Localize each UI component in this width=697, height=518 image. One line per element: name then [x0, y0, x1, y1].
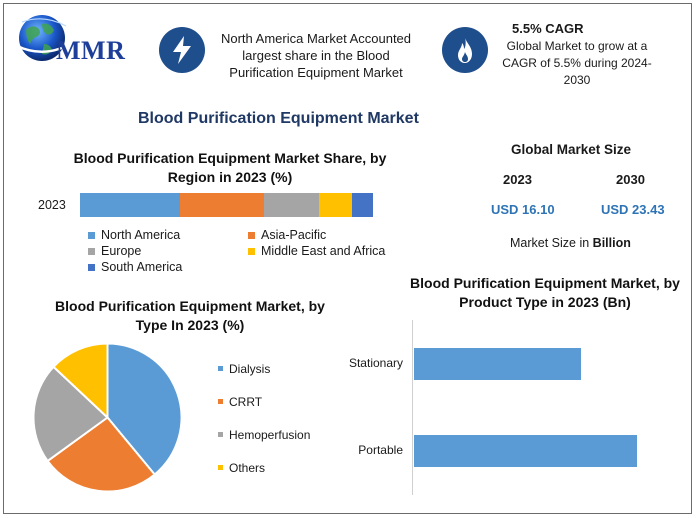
- pie-slice-hemoperfusion: [32, 365, 110, 463]
- type-chart-title: Blood Purification Equipment Market, by …: [55, 298, 325, 333]
- outer-frame: [3, 3, 692, 514]
- legend-label: Middle East and Africa: [261, 244, 386, 258]
- region-category-label: 2023: [38, 198, 66, 212]
- cagr-title: 5.5% CAGR: [512, 21, 584, 36]
- legend-label: Others: [229, 460, 266, 475]
- type-legend: Dialysis CRRT Hemoperfusion Others: [218, 352, 338, 484]
- legend-item-crrt: CRRT: [218, 385, 338, 418]
- flame-icon: [458, 37, 472, 63]
- lightning-icon: [173, 36, 191, 64]
- legend-swatch: [218, 465, 223, 470]
- legend-swatch: [248, 231, 255, 239]
- lightning-icon-badge: [159, 27, 205, 73]
- globe-icon: [16, 15, 78, 61]
- market-value-2030: USD 23.43: [601, 202, 665, 217]
- market-value-2023: USD 16.10: [491, 202, 555, 217]
- legend-item-hemoperfusion: Hemoperfusion: [218, 418, 338, 451]
- legend-swatch: [88, 247, 95, 255]
- market-size-title: Global Market Size: [511, 142, 632, 157]
- product-bar-chart: Stationary Portable: [300, 320, 680, 495]
- pie-slice-dialysis: [106, 342, 183, 476]
- legend-item-middle-east-and-africa: Middle East and Africa: [248, 244, 408, 258]
- legend-label: Europe: [101, 244, 142, 258]
- legend-swatch: [218, 432, 223, 437]
- legend-label: CRRT: [229, 394, 263, 409]
- product-bar-stationary: [414, 347, 581, 380]
- logo-text: MMR: [56, 36, 126, 65]
- type-pie-chart: [32, 342, 183, 493]
- pie-slice-crrt: [46, 416, 157, 493]
- north-america-statement: North America Market Accounted largest s…: [220, 31, 412, 80]
- product-category-label-stationary: Stationary: [348, 355, 403, 370]
- region-bar-segment-south-america: [351, 193, 373, 217]
- legend-item-dialysis: Dialysis: [218, 352, 338, 385]
- legend-item-north-america: North America: [88, 228, 248, 242]
- legend-label: South America: [101, 260, 183, 274]
- cagr-description: Global Market to grow at a CAGR of 5.5% …: [502, 39, 652, 87]
- legend-label: Asia-Pacific: [261, 228, 327, 242]
- mmr-logo: MMR: [12, 10, 142, 70]
- legend-label: Dialysis: [229, 361, 271, 376]
- legend-item-asia-pacific: Asia-Pacific: [248, 228, 408, 242]
- pie-slice-others: [52, 342, 109, 420]
- region-chart-title: Blood Purification Equipment Market Shar…: [73, 150, 387, 185]
- legend-swatch: [248, 247, 255, 255]
- market-size-note-unit: Billion: [592, 236, 631, 250]
- legend-item-others: Others: [218, 451, 338, 484]
- legend-label: North America: [101, 228, 181, 242]
- market-size-note-prefix: Market Size in: [510, 236, 593, 250]
- year-2023-label: 2023: [503, 172, 532, 187]
- product-axis-line: [412, 320, 413, 495]
- year-2030-label: 2030: [616, 172, 645, 187]
- region-stacked-bar: [80, 193, 373, 217]
- market-size-note: Market Size in Billion: [510, 236, 631, 250]
- page-title: Blood Purification Equipment Market: [138, 110, 419, 127]
- product-bar-portable: [414, 435, 637, 468]
- legend-swatch: [88, 231, 95, 239]
- region-bar-segment-asia-pacific: [179, 193, 265, 217]
- product-chart-title: Blood Purification Equipment Market, by …: [410, 275, 680, 310]
- legend-item-south-america: South America: [88, 260, 248, 274]
- legend-swatch: [88, 263, 95, 271]
- legend-item-europe: Europe: [88, 244, 248, 258]
- legend-swatch: [218, 399, 223, 404]
- region-legend: North America Asia-Pacific Europe Middle Ea…: [88, 228, 408, 274]
- region-bar-segment-north-america: [80, 193, 180, 217]
- region-bar-segment-europe: [264, 193, 319, 217]
- product-category-label-portable: Portable: [358, 443, 403, 458]
- legend-swatch: [218, 366, 223, 371]
- flame-icon-badge: [442, 27, 488, 73]
- region-bar-segment-middle-east-and-africa: [318, 193, 352, 217]
- legend-label: Hemoperfusion: [229, 427, 311, 442]
